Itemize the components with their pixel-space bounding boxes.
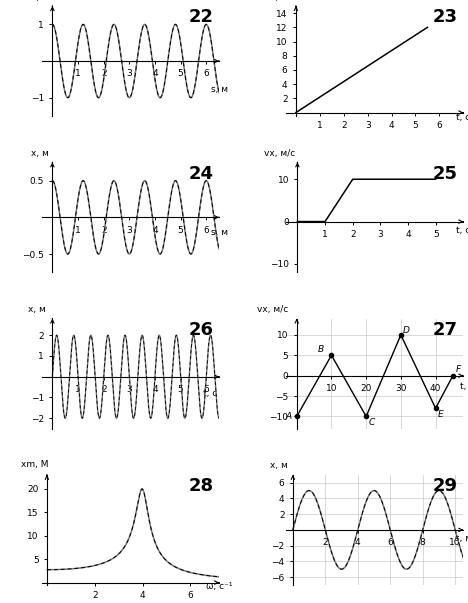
Text: 27: 27 bbox=[433, 321, 458, 339]
Text: 22: 22 bbox=[189, 8, 214, 27]
Text: D: D bbox=[402, 326, 410, 335]
Y-axis label: vx, м/с: vx, м/с bbox=[256, 305, 288, 314]
X-axis label: ω, с⁻¹: ω, с⁻¹ bbox=[206, 582, 232, 590]
X-axis label: t, с: t, с bbox=[456, 226, 468, 235]
X-axis label: s, м: s, м bbox=[211, 85, 227, 94]
X-axis label: s, м: s, м bbox=[455, 534, 468, 543]
Text: 28: 28 bbox=[189, 477, 214, 495]
Y-axis label: x, м: x, м bbox=[28, 305, 46, 314]
Text: E: E bbox=[438, 410, 444, 419]
Y-axis label: x, м: x, м bbox=[271, 461, 288, 470]
Text: 29: 29 bbox=[433, 477, 458, 495]
Text: 24: 24 bbox=[189, 165, 214, 183]
Y-axis label: x, м: x, м bbox=[31, 149, 49, 158]
Text: F: F bbox=[455, 365, 461, 374]
Text: A: A bbox=[285, 412, 291, 421]
Text: 26: 26 bbox=[189, 321, 214, 339]
Text: B: B bbox=[318, 345, 324, 353]
Y-axis label: vx, м/с: vx, м/с bbox=[263, 149, 295, 158]
X-axis label: s, м: s, м bbox=[211, 229, 227, 238]
Y-axis label: xm, М: xm, М bbox=[21, 460, 49, 469]
Text: 23: 23 bbox=[433, 8, 458, 27]
Text: C: C bbox=[368, 418, 374, 427]
X-axis label: t, с: t, с bbox=[460, 382, 468, 391]
X-axis label: t, с: t, с bbox=[203, 389, 217, 398]
Y-axis label: x, м: x, м bbox=[271, 0, 288, 2]
Y-axis label: x, м: x, м bbox=[31, 0, 49, 2]
X-axis label: t, с: t, с bbox=[456, 113, 468, 122]
Text: 25: 25 bbox=[433, 165, 458, 183]
